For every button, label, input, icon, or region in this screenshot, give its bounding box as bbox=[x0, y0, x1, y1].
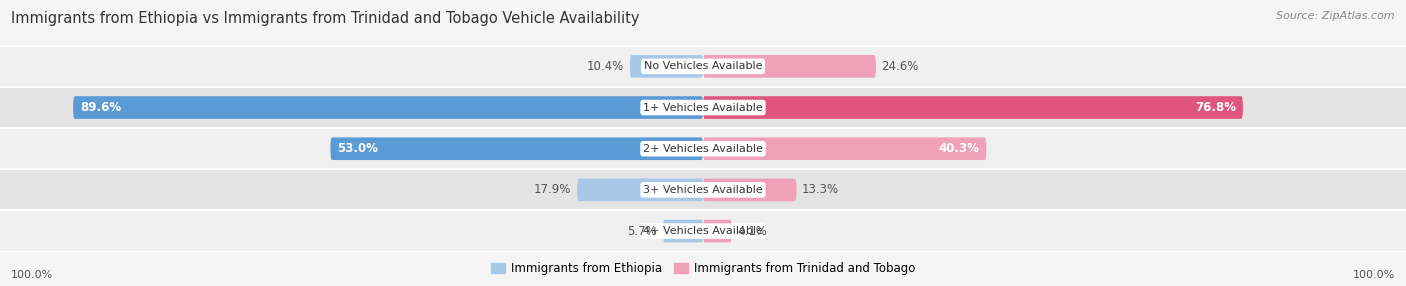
Text: 2+ Vehicles Available: 2+ Vehicles Available bbox=[643, 144, 763, 154]
Text: 5.7%: 5.7% bbox=[627, 225, 658, 238]
Text: No Vehicles Available: No Vehicles Available bbox=[644, 61, 762, 71]
Bar bbox=[0, 87, 1406, 128]
Bar bbox=[0, 128, 1406, 169]
Text: Immigrants from Ethiopia vs Immigrants from Trinidad and Tobago Vehicle Availabi: Immigrants from Ethiopia vs Immigrants f… bbox=[11, 11, 640, 26]
FancyBboxPatch shape bbox=[703, 96, 1243, 119]
Text: 40.3%: 40.3% bbox=[938, 142, 980, 155]
FancyBboxPatch shape bbox=[330, 137, 703, 160]
Text: 89.6%: 89.6% bbox=[80, 101, 121, 114]
Text: 4+ Vehicles Available: 4+ Vehicles Available bbox=[643, 226, 763, 236]
FancyBboxPatch shape bbox=[630, 55, 703, 78]
Bar bbox=[0, 210, 1406, 252]
FancyBboxPatch shape bbox=[664, 220, 703, 243]
Text: 1+ Vehicles Available: 1+ Vehicles Available bbox=[643, 103, 763, 112]
Text: 100.0%: 100.0% bbox=[11, 270, 53, 279]
Text: 100.0%: 100.0% bbox=[1353, 270, 1395, 279]
FancyBboxPatch shape bbox=[73, 96, 703, 119]
FancyBboxPatch shape bbox=[578, 178, 703, 201]
FancyBboxPatch shape bbox=[703, 137, 987, 160]
Text: Source: ZipAtlas.com: Source: ZipAtlas.com bbox=[1277, 11, 1395, 21]
Text: 4.1%: 4.1% bbox=[738, 225, 768, 238]
Text: 24.6%: 24.6% bbox=[882, 60, 920, 73]
FancyBboxPatch shape bbox=[703, 178, 796, 201]
Text: 10.4%: 10.4% bbox=[588, 60, 624, 73]
FancyBboxPatch shape bbox=[703, 55, 876, 78]
Text: 13.3%: 13.3% bbox=[801, 183, 839, 196]
Bar bbox=[0, 46, 1406, 87]
Text: 76.8%: 76.8% bbox=[1195, 101, 1236, 114]
Bar bbox=[0, 169, 1406, 210]
FancyBboxPatch shape bbox=[703, 220, 731, 243]
Legend: Immigrants from Ethiopia, Immigrants from Trinidad and Tobago: Immigrants from Ethiopia, Immigrants fro… bbox=[486, 258, 920, 280]
Text: 53.0%: 53.0% bbox=[337, 142, 378, 155]
Text: 17.9%: 17.9% bbox=[534, 183, 571, 196]
Text: 3+ Vehicles Available: 3+ Vehicles Available bbox=[643, 185, 763, 195]
